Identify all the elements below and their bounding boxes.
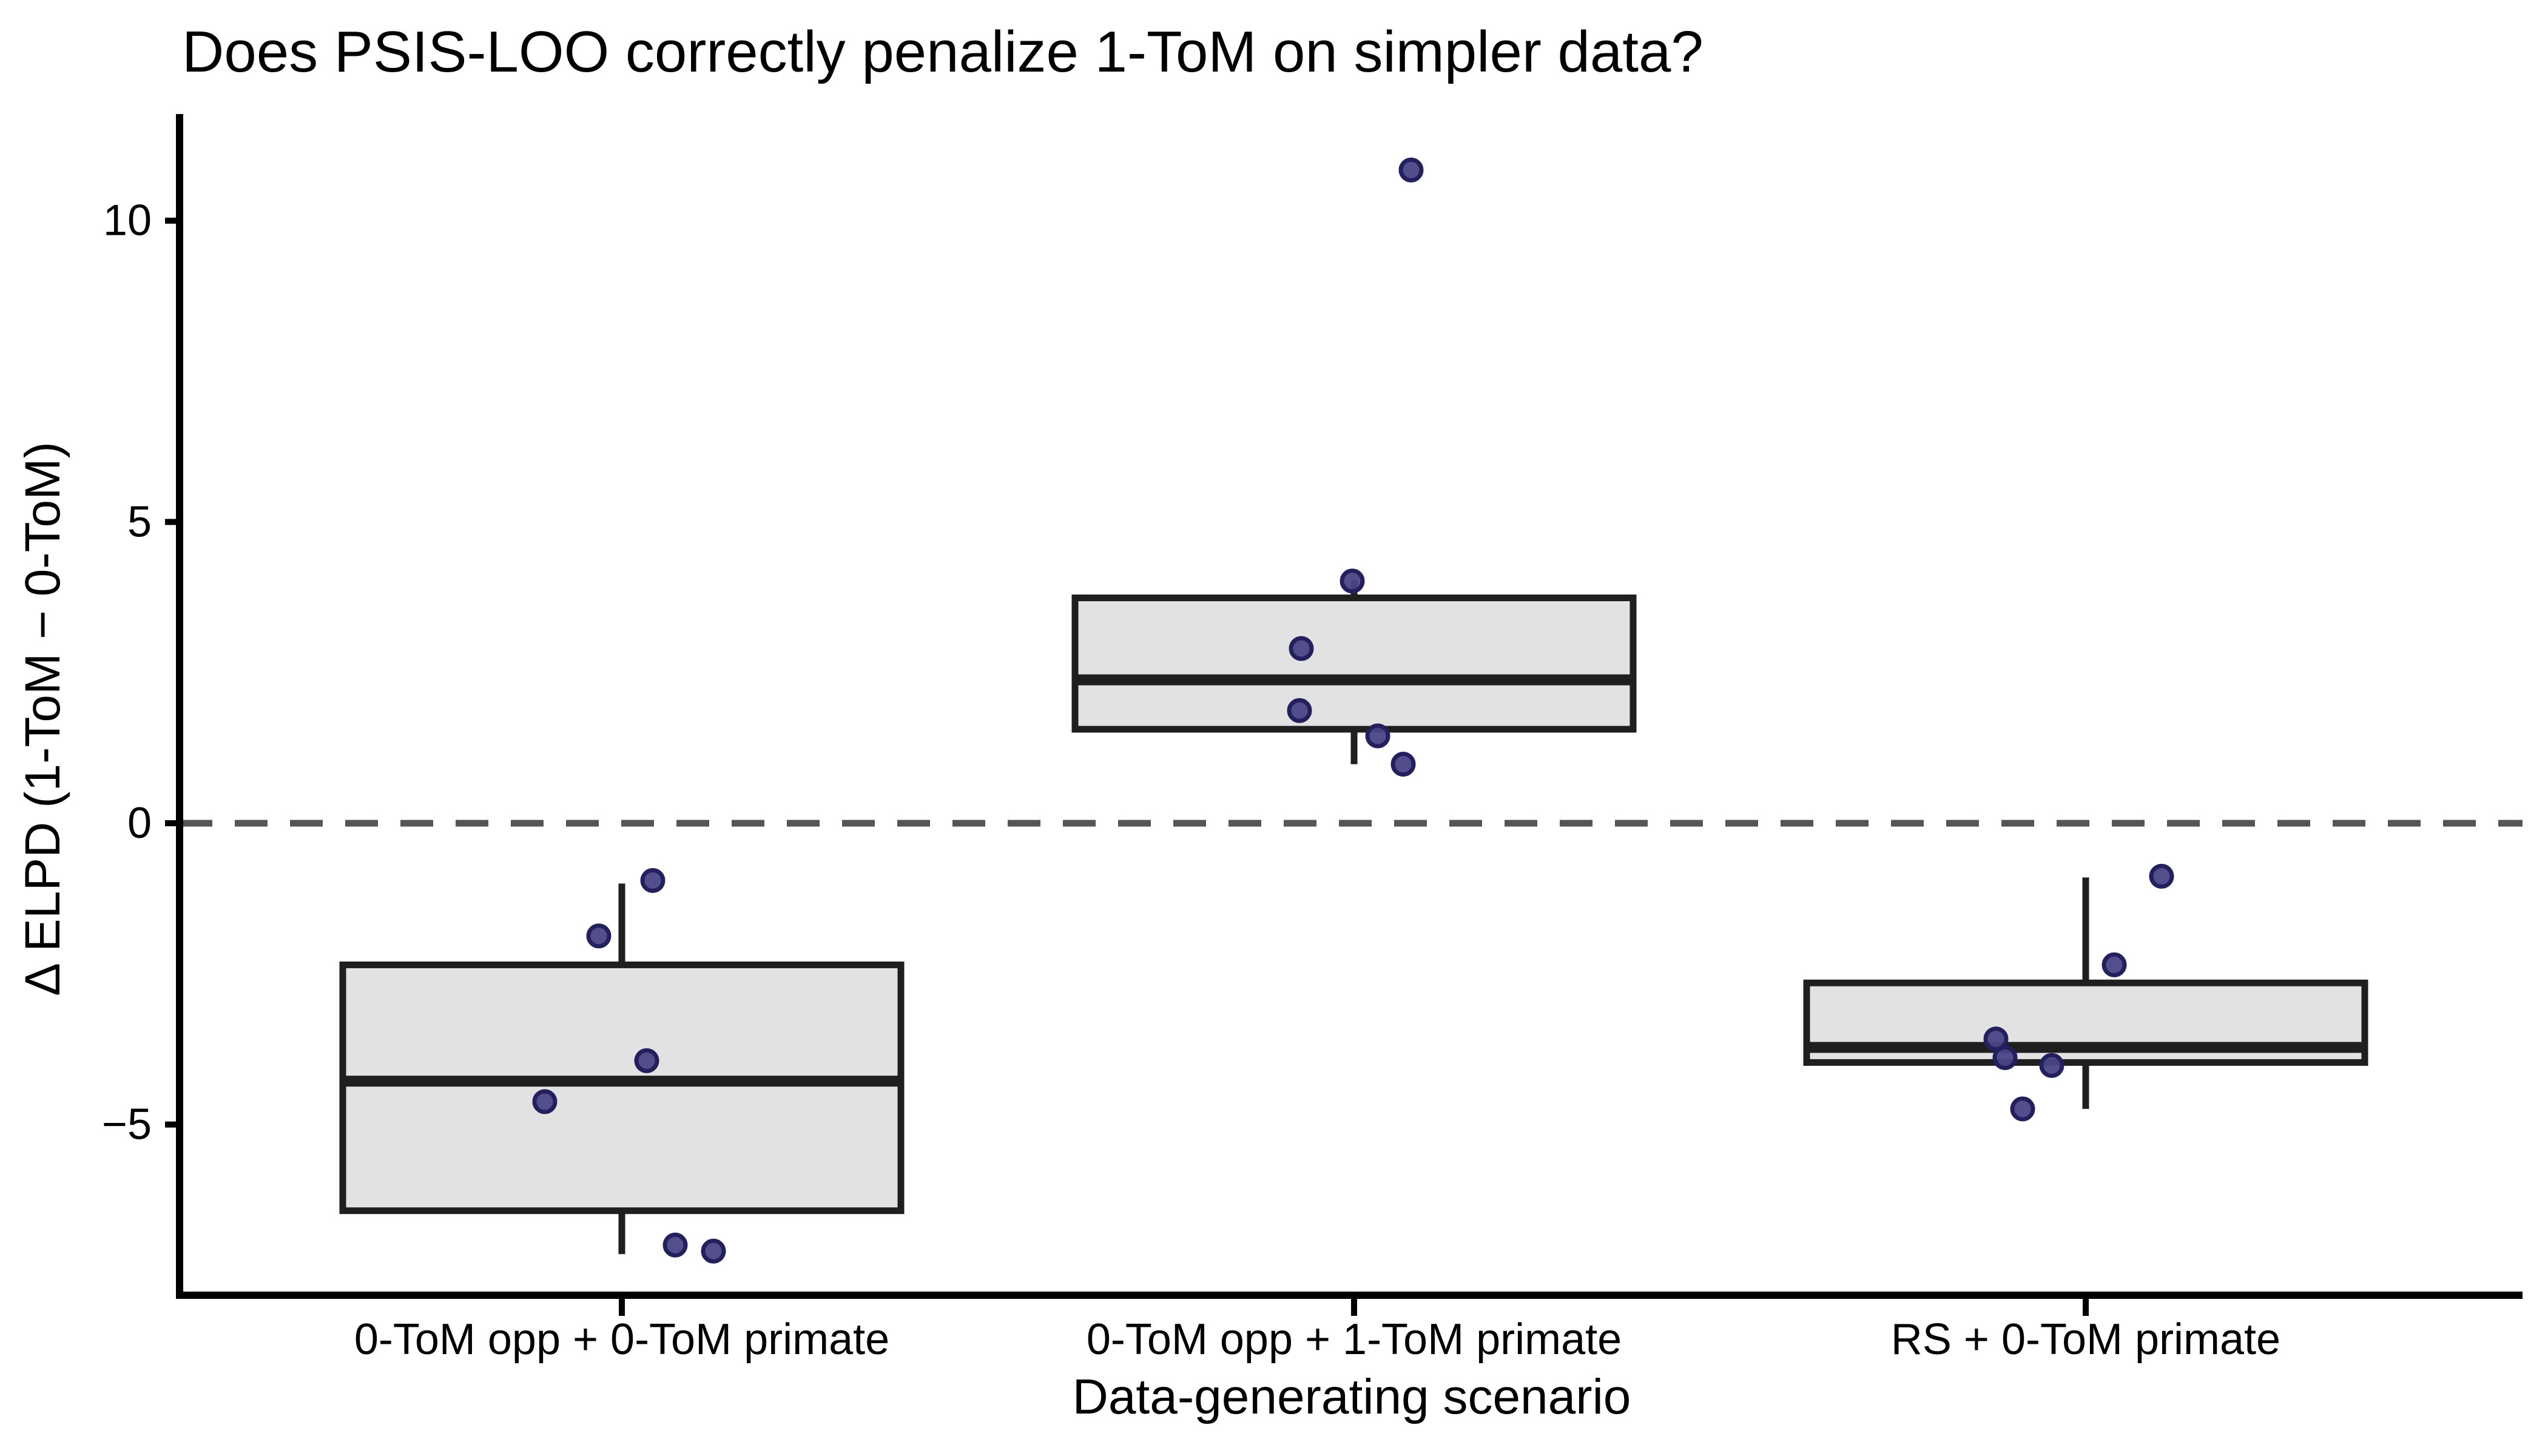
jitter-point bbox=[640, 868, 666, 893]
jitter-point bbox=[1340, 568, 1365, 594]
box-iqr bbox=[339, 961, 905, 1215]
plot-area: 10 5 0 −5 0-ToM opp + 0-ToM primate 0-ToM opp… bbox=[102, 114, 2523, 1364]
boxplot-group bbox=[1071, 157, 1637, 777]
jitter-point bbox=[2010, 1096, 2035, 1122]
jitter-point bbox=[532, 1089, 558, 1114]
jitter-point bbox=[1289, 636, 1314, 661]
boxplot-group bbox=[1803, 863, 2368, 1122]
jitter-point bbox=[701, 1238, 726, 1264]
x-axis-title: Data-generating scenario bbox=[1073, 1369, 1631, 1424]
jitter-point bbox=[1390, 752, 1416, 777]
x-tick-label: 0-ToM opp + 0-ToM primate bbox=[354, 1315, 889, 1364]
jitter-point bbox=[586, 923, 612, 949]
chart-title: Does PSIS-LOO correctly penalize 1-ToM o… bbox=[182, 19, 1704, 84]
jitter-point bbox=[1992, 1045, 2018, 1070]
x-tick-label: RS + 0-ToM primate bbox=[1891, 1315, 2280, 1364]
y-tick-label: 10 bbox=[103, 197, 152, 245]
x-tick-label: 0-ToM opp + 1-ToM primate bbox=[1087, 1315, 1622, 1364]
jitter-point bbox=[1365, 723, 1390, 749]
jitter-point bbox=[1398, 157, 1424, 183]
box-iqr bbox=[1071, 595, 1637, 733]
jitter-point bbox=[2101, 952, 2127, 977]
boxplot-group bbox=[339, 868, 905, 1264]
jitter-point bbox=[634, 1048, 659, 1073]
jitter-point bbox=[1287, 698, 1312, 723]
y-axis-title: Δ ELPD (1-ToM − 0-ToM) bbox=[15, 442, 70, 996]
y-tick-label: −5 bbox=[102, 1100, 152, 1149]
jitter-point bbox=[2039, 1053, 2064, 1078]
jitter-point bbox=[662, 1232, 688, 1258]
y-tick-label: 0 bbox=[127, 799, 152, 848]
y-tick-label: 5 bbox=[127, 497, 152, 546]
jitter-point bbox=[2149, 863, 2174, 889]
